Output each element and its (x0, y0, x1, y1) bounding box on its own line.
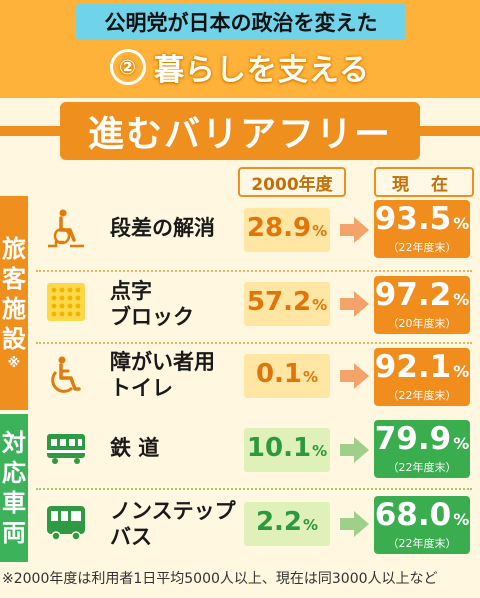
row-label-line1: 点字 (110, 279, 152, 303)
table-row: ノンステップ バス 2.2% 68.0% （22年度末） (0, 490, 480, 562)
header-band: 公明党が日本の政治を変えた ② 暮らしを支える (0, 0, 480, 98)
section-label-vehicles: 対 応 車 両 (0, 414, 28, 562)
row-label-line1: 障がい者用 (110, 350, 215, 374)
value-now: 79.9% （22年度末） (374, 420, 470, 478)
table-row: 段差の解消 28.9% 93.5% （22年度末） (0, 198, 480, 268)
percent-unit: % (453, 290, 470, 309)
arrow-right-icon (340, 511, 369, 537)
percent-unit: % (453, 214, 470, 233)
train-icon (47, 434, 85, 464)
percent-unit: % (312, 442, 328, 460)
value-2000-number: 28.9 (246, 213, 312, 243)
section-note-mark: ※ (7, 356, 21, 371)
value-now-number: 97.2 (374, 277, 452, 313)
percent-unit: % (453, 510, 470, 529)
value-now-number: 79.9 (374, 421, 452, 457)
table-row: 鉄 道 10.1% 79.9% （22年度末） (0, 414, 480, 486)
percent-unit: % (312, 222, 328, 240)
section-char: 応 (2, 459, 26, 487)
subtitle-number: ② (109, 49, 146, 85)
percent-unit: % (312, 296, 328, 314)
value-2000: 57.2% (244, 282, 330, 326)
row-divider (36, 342, 472, 344)
subtitle-text: 暮らしを支える (153, 53, 371, 88)
table-row: 点字 ブロック 57.2% 97.2% （20年度末） (0, 272, 480, 340)
footnote: ※2000年度は利用者1日平均5000人以上、現在は同3000人以上など (2, 571, 438, 587)
row-label: 障がい者用 トイレ (110, 347, 240, 403)
value-now-year: （22年度末） (387, 537, 457, 550)
section-char: 旅 (2, 235, 26, 263)
percent-unit: % (303, 516, 319, 534)
percent-unit: % (303, 368, 319, 386)
value-now-number: 93.5 (374, 201, 452, 237)
value-now-number: 92.1 (374, 349, 452, 385)
value-2000: 10.1% (244, 428, 330, 472)
value-now: 93.5% （22年度末） (374, 200, 470, 258)
section-char: 車 (2, 489, 26, 517)
row-divider (36, 488, 472, 490)
subtitle: ② 暮らしを支える (0, 42, 480, 92)
tactile-block-icon (47, 283, 85, 321)
value-now-year: （20年度末） (387, 317, 457, 330)
row-divider (36, 270, 472, 272)
row-label-line2: ブロック (110, 305, 194, 329)
arrow-right-icon (340, 217, 369, 243)
section-char: 両 (2, 519, 26, 547)
arrow-right-icon (340, 363, 369, 389)
row-label-line1: ノンステップ (110, 499, 236, 523)
bus-icon (47, 506, 85, 541)
row-label: 鉄 道 (110, 428, 240, 468)
series-title: 公明党が日本の政治を変えた (76, 4, 406, 40)
row-label-line1: 段差の解消 (110, 216, 215, 240)
value-now-year: （22年度末） (387, 241, 457, 254)
value-now-number: 68.0 (374, 497, 452, 533)
value-2000: 0.1% (244, 354, 330, 398)
value-now: 68.0% （22年度末） (374, 496, 470, 554)
row-label: ノンステップ バス (110, 496, 240, 552)
wheelchair-stairs-icon (48, 209, 84, 248)
value-2000-number: 0.1 (255, 359, 303, 389)
value-now-year: （22年度末） (387, 461, 457, 474)
value-2000: 28.9% (244, 208, 330, 252)
value-now-year: （22年度末） (387, 389, 457, 402)
arrow-right-icon (340, 291, 369, 317)
value-2000-number: 10.1 (246, 433, 312, 463)
value-2000-number: 57.2 (246, 287, 312, 317)
value-now: 92.1% （22年度末） (374, 348, 470, 406)
section-char: 客 (2, 265, 26, 293)
section-label-facilities: 旅 客 施 設 ※ (0, 196, 28, 410)
value-2000-number: 2.2 (255, 507, 303, 537)
section-char: 対 (2, 429, 26, 457)
arrow-right-icon (340, 437, 369, 463)
row-label-line2: トイレ (110, 376, 173, 400)
banner-title: 進むバリアフリー (60, 102, 420, 160)
percent-unit: % (453, 434, 470, 453)
value-2000: 2.2% (244, 502, 330, 546)
row-label-line2: バス (110, 525, 152, 549)
row-label: 段差の解消 (110, 208, 240, 248)
column-header-now: 現 在 (374, 167, 474, 197)
row-label: 点字 ブロック (110, 276, 240, 332)
value-now: 97.2% （20年度末） (374, 276, 470, 334)
column-header-2000: 2000年度 (238, 167, 346, 197)
row-label-line1: 鉄 道 (110, 436, 160, 460)
table-row: 障がい者用 トイレ 0.1% 92.1% （22年度末） (0, 344, 480, 410)
percent-unit: % (453, 362, 470, 381)
accessible-toilet-icon (51, 356, 81, 393)
section-char: 施 (2, 295, 26, 323)
section-char: 設 (2, 325, 26, 353)
